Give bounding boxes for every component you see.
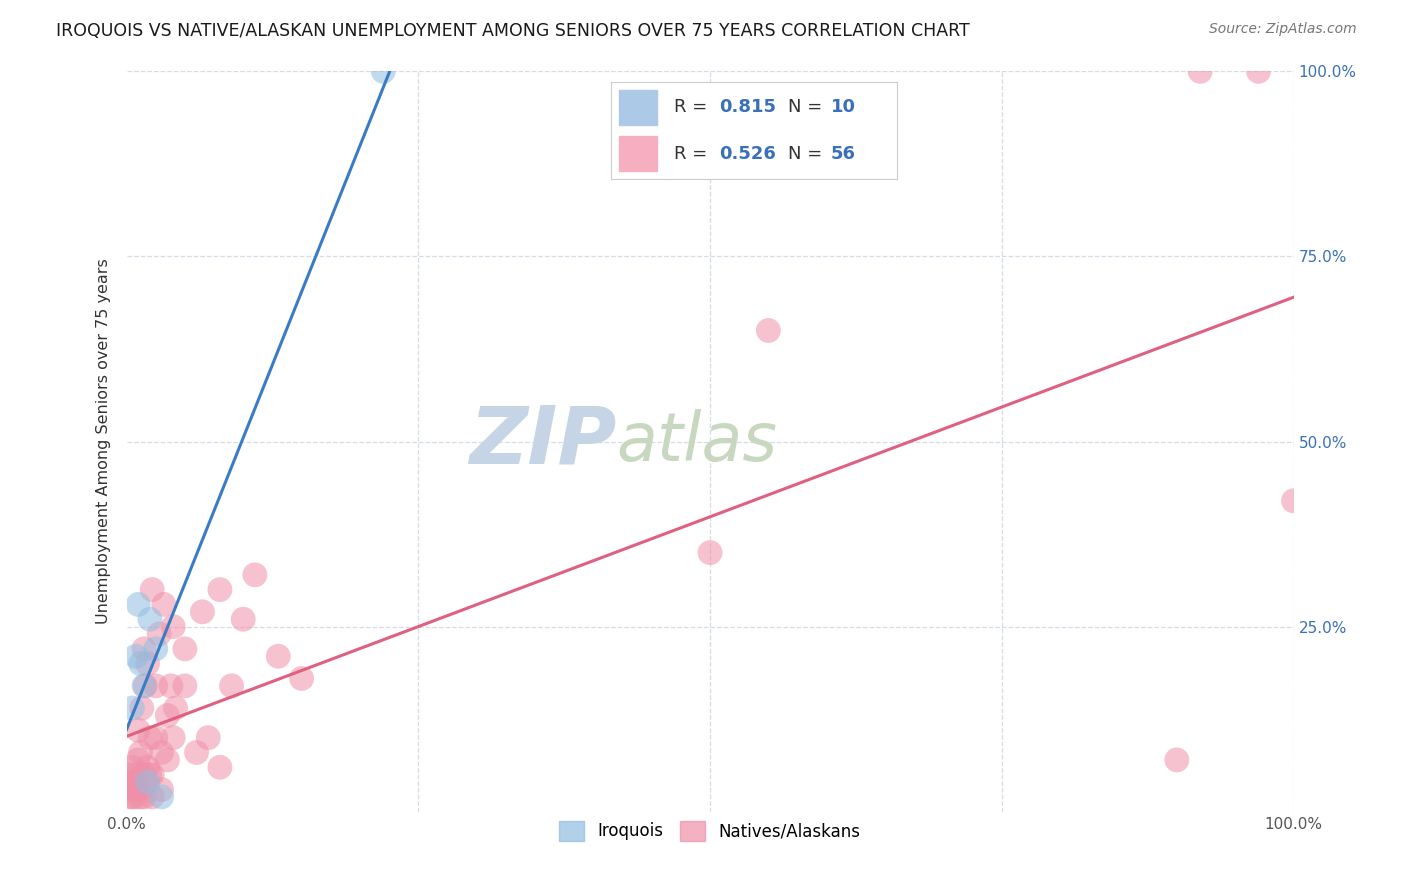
Point — [125, 789, 148, 804]
Point — [267, 649, 290, 664]
Point — [148, 627, 170, 641]
Point — [145, 679, 167, 693]
Point — [174, 679, 197, 693]
Point — [191, 605, 214, 619]
Text: ZIP: ZIP — [470, 402, 617, 481]
Point — [150, 782, 173, 797]
Text: IROQUOIS VS NATIVE/ALASKAN UNEMPLOYMENT AMONG SENIORS OVER 75 YEARS CORRELATION : IROQUOIS VS NATIVE/ALASKAN UNEMPLOYMENT … — [56, 22, 970, 40]
Point — [145, 731, 167, 745]
Point — [1166, 753, 1188, 767]
Point — [132, 679, 155, 693]
Text: Source: ZipAtlas.com: Source: ZipAtlas.com — [1209, 22, 1357, 37]
Point — [165, 701, 187, 715]
Point — [150, 789, 173, 804]
Point — [290, 672, 312, 686]
Point — [153, 598, 176, 612]
Point — [132, 641, 155, 656]
Point — [156, 708, 179, 723]
Point — [145, 641, 167, 656]
Point — [129, 746, 152, 760]
Point — [150, 746, 173, 760]
Point — [118, 789, 141, 804]
Point — [127, 598, 149, 612]
Point — [132, 789, 155, 804]
Point — [141, 767, 163, 781]
Point — [129, 657, 152, 671]
Point — [141, 582, 163, 597]
Point — [141, 789, 163, 804]
Point — [131, 701, 153, 715]
Point — [139, 731, 162, 745]
Point — [208, 582, 231, 597]
Point — [139, 612, 162, 626]
Point — [162, 731, 184, 745]
Point — [699, 546, 721, 560]
Point — [232, 612, 254, 626]
Point — [243, 567, 266, 582]
Point — [125, 649, 148, 664]
Point — [197, 731, 219, 745]
Text: atlas: atlas — [617, 409, 778, 475]
Point — [136, 775, 159, 789]
Point — [120, 775, 142, 789]
Point — [373, 64, 395, 78]
Point — [208, 760, 231, 774]
Point — [156, 753, 179, 767]
Point — [756, 324, 779, 338]
Point — [125, 767, 148, 781]
Point — [122, 782, 145, 797]
Point — [121, 701, 143, 715]
Point — [132, 767, 155, 781]
Point — [221, 679, 243, 693]
Point — [129, 789, 152, 804]
Point — [139, 767, 162, 781]
Point — [127, 782, 149, 797]
Legend: Iroquois, Natives/Alaskans: Iroquois, Natives/Alaskans — [553, 814, 868, 847]
Point — [121, 789, 143, 804]
Point — [186, 746, 208, 760]
Point — [136, 657, 159, 671]
Point — [124, 775, 146, 789]
Point — [1189, 64, 1212, 78]
Point — [136, 760, 159, 774]
Point — [162, 619, 184, 633]
Y-axis label: Unemployment Among Seniors over 75 years: Unemployment Among Seniors over 75 years — [96, 259, 111, 624]
Point — [134, 679, 156, 693]
Point — [127, 753, 149, 767]
Point — [160, 679, 183, 693]
Point — [1282, 493, 1305, 508]
Point — [118, 767, 141, 781]
Point — [121, 760, 143, 774]
Point — [1247, 64, 1270, 78]
Point — [127, 723, 149, 738]
Point — [174, 641, 197, 656]
